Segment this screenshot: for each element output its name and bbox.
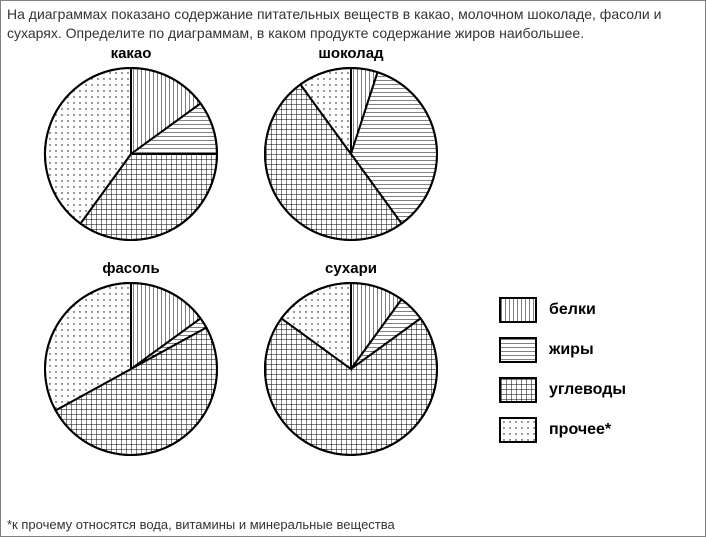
question-line-1: На диаграммах показано содержание питате… [7, 5, 699, 24]
legend-item-zhiry: жиры [499, 337, 626, 363]
pie-chart-fasol: фасоль [41, 260, 221, 464]
pie-chart-suhari: сухари [261, 260, 441, 464]
legend-swatch-icon [499, 377, 537, 403]
legend-label: прочее* [549, 421, 611, 439]
legend-label: жиры [549, 341, 594, 359]
legend-swatch-icon [499, 337, 537, 363]
legend: белки жиры углеводы прочее* [499, 297, 626, 443]
pie-chart-title: шоколад [261, 45, 441, 62]
legend-swatch-icon [499, 297, 537, 323]
legend-label: углеводы [549, 381, 626, 399]
pie-chart-shokolad: шоколад [261, 45, 441, 249]
question-line-2: сухарях. Определите по диаграммам, в как… [7, 24, 699, 43]
legend-item-belki: белки [499, 297, 626, 323]
pie-chart-title: сухари [261, 260, 441, 277]
footnote: *к прочему относятся вода, витамины и ми… [1, 513, 705, 536]
legend-label: белки [549, 301, 596, 319]
pie-chart-title: какао [41, 45, 221, 62]
problem-frame: На диаграммах показано содержание питате… [0, 0, 706, 537]
pie-chart-kakao: какао [41, 45, 221, 249]
pie-chart-title: фасоль [41, 260, 221, 277]
question-text: На диаграммах показано содержание питате… [1, 1, 705, 45]
legend-item-prochee: прочее* [499, 417, 626, 443]
legend-item-uglevody: углеводы [499, 377, 626, 403]
charts-area: какао шоколад фасоль сухари белки жиры углевод… [1, 45, 705, 513]
legend-swatch-icon [499, 417, 537, 443]
